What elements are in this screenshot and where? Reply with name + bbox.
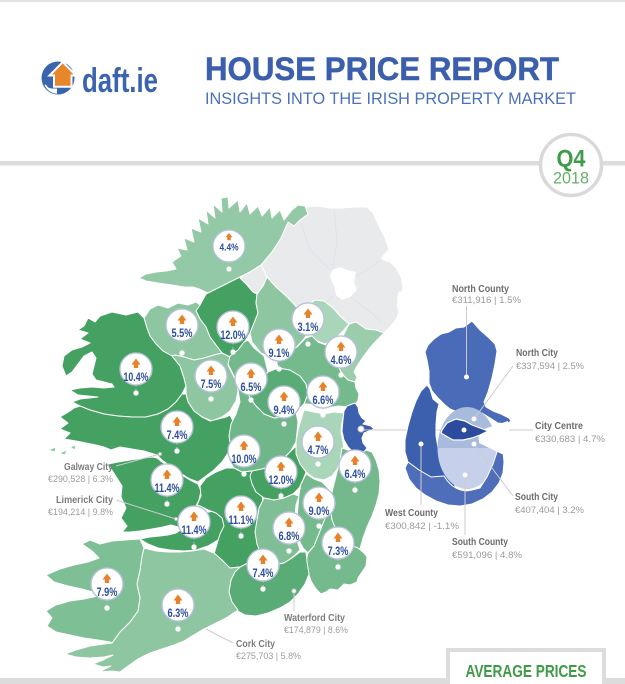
svg-text:9.4%: 9.4%	[274, 405, 295, 417]
svg-text:€275,703 | 5.8%: €275,703 | 5.8%	[236, 651, 302, 662]
svg-text:€300,842 | -1.1%: €300,842 | -1.1%	[385, 521, 460, 532]
svg-text:11.1%: 11.1%	[229, 515, 254, 527]
svg-text:HOUSE PRICE REPORT: HOUSE PRICE REPORT	[205, 51, 559, 87]
svg-text:€591,096 | 4.8%: €591,096 | 4.8%	[452, 550, 523, 561]
svg-text:Limerick City: Limerick City	[56, 495, 114, 506]
svg-text:€290,528 | 6.3%: €290,528 | 6.3%	[48, 474, 114, 485]
svg-text:6.3%: 6.3%	[168, 608, 189, 620]
svg-text:Galway City: Galway City	[64, 462, 113, 473]
svg-text:6.4%: 6.4%	[345, 469, 366, 481]
svg-text:City Centre: City Centre	[535, 421, 584, 432]
svg-text:€330,683 | 4.7%: €330,683 | 4.7%	[535, 434, 606, 445]
svg-text:Waterford City: Waterford City	[284, 613, 345, 624]
svg-text:6.8%: 6.8%	[279, 531, 300, 543]
svg-text:9.1%: 9.1%	[269, 348, 290, 360]
svg-text:6.6%: 6.6%	[313, 395, 334, 407]
svg-text:7.9%: 7.9%	[97, 587, 118, 599]
svg-text:4.7%: 4.7%	[308, 445, 329, 457]
svg-text:3.1%: 3.1%	[298, 322, 319, 334]
svg-text:7.3%: 7.3%	[328, 546, 349, 558]
svg-text:12.0%: 12.0%	[221, 330, 246, 342]
svg-text:Q4: Q4	[557, 146, 586, 173]
svg-text:5.5%: 5.5%	[172, 328, 193, 340]
svg-text:West County: West County	[385, 508, 438, 519]
svg-text:11.4%: 11.4%	[182, 525, 207, 537]
svg-text:€174,879 | 8.6%: €174,879 | 8.6%	[284, 625, 349, 636]
svg-text:INSIGHTS INTO THE IRISH PROPER: INSIGHTS INTO THE IRISH PROPERTY MARKET	[205, 89, 576, 108]
svg-text:South City: South City	[515, 492, 558, 503]
svg-text:11.4%: 11.4%	[155, 483, 180, 495]
svg-text:7.5%: 7.5%	[201, 379, 222, 391]
svg-text:10.4%: 10.4%	[124, 372, 149, 384]
svg-text:2018: 2018	[553, 170, 589, 188]
svg-text:9.0%: 9.0%	[309, 506, 330, 518]
svg-text:Cork City: Cork City	[236, 639, 275, 650]
svg-text:€337,594 | 2.5%: €337,594 | 2.5%	[516, 361, 585, 372]
svg-text:South County: South County	[452, 537, 508, 548]
svg-text:12.0%: 12.0%	[269, 475, 294, 487]
svg-text:7.4%: 7.4%	[253, 568, 274, 580]
svg-text:North City: North City	[516, 348, 558, 359]
svg-text:AVERAGE PRICES: AVERAGE PRICES	[466, 661, 587, 681]
svg-text:€407,404 | 3.2%: €407,404 | 3.2%	[515, 505, 585, 516]
svg-text:North County: North County	[452, 284, 509, 295]
svg-text:6.5%: 6.5%	[241, 382, 262, 394]
svg-text:4.4%: 4.4%	[220, 241, 240, 253]
svg-text:4.6%: 4.6%	[331, 355, 352, 367]
svg-text:€311,916 | 1.5%: €311,916 | 1.5%	[452, 295, 522, 306]
svg-text:7.4%: 7.4%	[167, 430, 188, 442]
svg-text:€194,214 | 9.8%: €194,214 | 9.8%	[48, 507, 114, 518]
svg-text:10.0%: 10.0%	[232, 454, 257, 466]
svg-text:daft.ie: daft.ie	[82, 62, 158, 100]
